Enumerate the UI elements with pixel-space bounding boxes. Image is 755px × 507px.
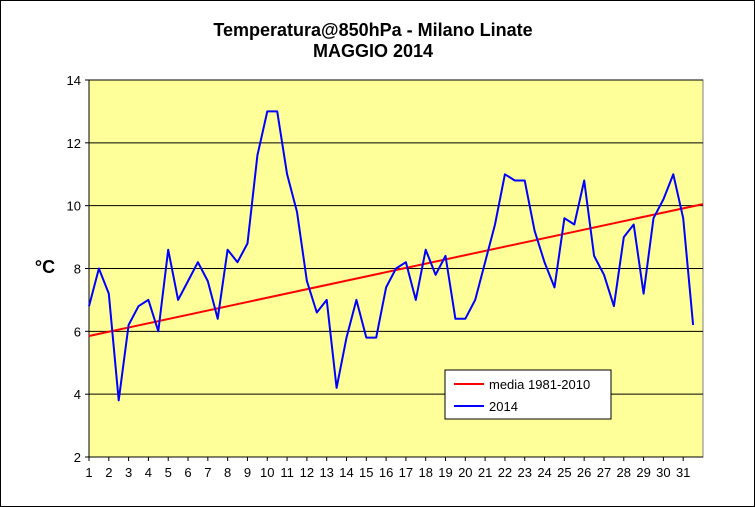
- x-tick-label: 26: [577, 465, 591, 480]
- series-line-2014: [88, 110, 695, 402]
- legend-label-2014: 2014: [489, 399, 518, 414]
- x-tick-label: 13: [319, 465, 333, 480]
- x-tick-label: 1: [85, 465, 92, 480]
- x-tick-label: 6: [184, 465, 191, 480]
- y-tick-label: 8: [74, 262, 81, 277]
- y-tick-label: 14: [67, 73, 81, 88]
- legend-box: [444, 369, 612, 420]
- y-tick-label: 6: [74, 324, 81, 339]
- x-tick-label: 14: [339, 465, 353, 480]
- chart-title: Temperatura@850hPa - Milano Linate: [213, 20, 532, 40]
- y-axis: 2 4 6 8 10 12 14: [67, 73, 90, 465]
- x-tick-label: 3: [125, 465, 132, 480]
- x-tick-label: 2: [105, 465, 112, 480]
- x-tick-label: 21: [478, 465, 492, 480]
- x-tick-label: 24: [537, 465, 551, 480]
- y-tick-label: 2: [74, 450, 81, 465]
- x-tick-label: 4: [145, 465, 152, 480]
- y-tick-label: 10: [67, 199, 81, 214]
- x-tick-label: 17: [399, 465, 413, 480]
- x-tick-label: 28: [617, 465, 631, 480]
- x-tick-label: 11: [280, 465, 294, 480]
- x-tick-label: 16: [379, 465, 393, 480]
- legend: media 1981-2010 2014: [444, 369, 612, 420]
- x-tick-label: 12: [300, 465, 314, 480]
- x-tick-label: 15: [359, 465, 373, 480]
- y-tick-label: 12: [67, 136, 81, 151]
- chart-subtitle: MAGGIO 2014: [313, 41, 433, 61]
- x-tick-label: 25: [557, 465, 571, 480]
- y-tick-label: 4: [74, 387, 81, 402]
- x-tick-label: 8: [224, 465, 231, 480]
- x-tick-label: 22: [498, 465, 512, 480]
- x-tick-label: 10: [260, 465, 274, 480]
- x-tick-label: 31: [676, 465, 690, 480]
- x-tick-label: 19: [438, 465, 452, 480]
- x-tick-label: 7: [204, 465, 211, 480]
- x-tick-label: 29: [636, 465, 650, 480]
- x-tick-label: 18: [418, 465, 432, 480]
- series-group: [88, 110, 704, 402]
- x-tick-label: 9: [244, 465, 251, 480]
- legend-label-media: media 1981-2010: [489, 377, 590, 392]
- x-tick-label: 5: [165, 465, 172, 480]
- x-tick-label: 23: [518, 465, 532, 480]
- y-axis-label: °C: [35, 257, 55, 277]
- x-tick-label: 20: [458, 465, 472, 480]
- x-tick-label: 30: [656, 465, 670, 480]
- x-tick-label: 27: [597, 465, 611, 480]
- x-axis: 1 2 3 4 5 6 7 8 9 10 11 12 13 14 15 16 17 18 19 20 21 22 23 24 2…: [85, 456, 703, 480]
